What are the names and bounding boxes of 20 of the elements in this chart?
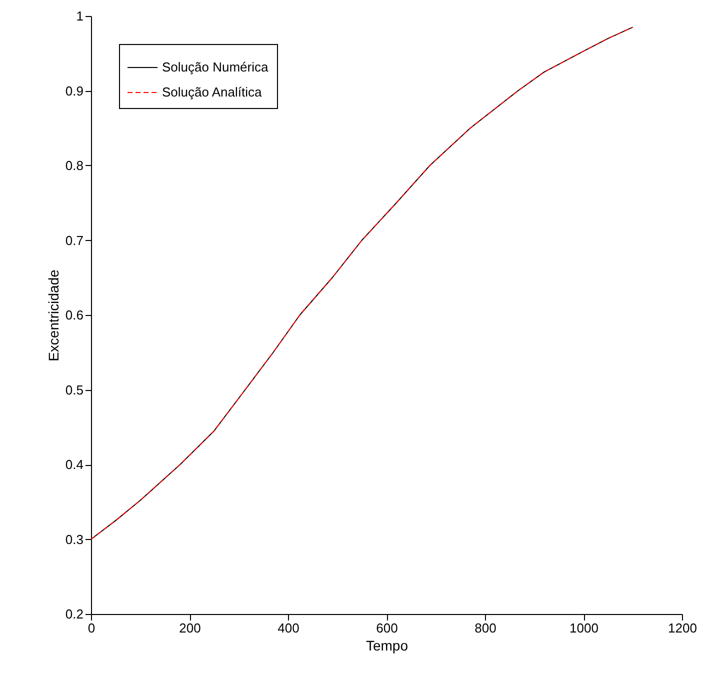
y-tick-label: 0.5 xyxy=(65,382,84,398)
x-tick-label: 1200 xyxy=(668,620,697,636)
x-tick-label: 800 xyxy=(474,620,496,636)
legend-label: Solução Numérica xyxy=(162,60,269,74)
y-tick-label: 0.9 xyxy=(65,83,84,98)
x-tick-label: 200 xyxy=(179,620,201,636)
x-tick-label: 400 xyxy=(278,620,300,636)
y-tick-label: 0.4 xyxy=(65,457,84,472)
y-tick-label: 0.2 xyxy=(65,606,84,622)
y-tick-label: 0.3 xyxy=(65,532,84,547)
x-axis-title: Tempo xyxy=(366,638,408,654)
y-axis-title: Excentricidade xyxy=(45,269,62,362)
y-tick-label: 0.6 xyxy=(65,308,84,322)
y-tick-label: 0.7 xyxy=(65,232,84,248)
x-tick-label: 1000 xyxy=(570,620,598,636)
x-tick-label: 0 xyxy=(88,620,96,636)
legend-label: Solução Analítica xyxy=(162,84,263,100)
y-tick-label: 0.8 xyxy=(65,158,84,173)
x-tick-label: 600 xyxy=(376,620,398,636)
y-tick-label: 1 xyxy=(76,8,84,24)
